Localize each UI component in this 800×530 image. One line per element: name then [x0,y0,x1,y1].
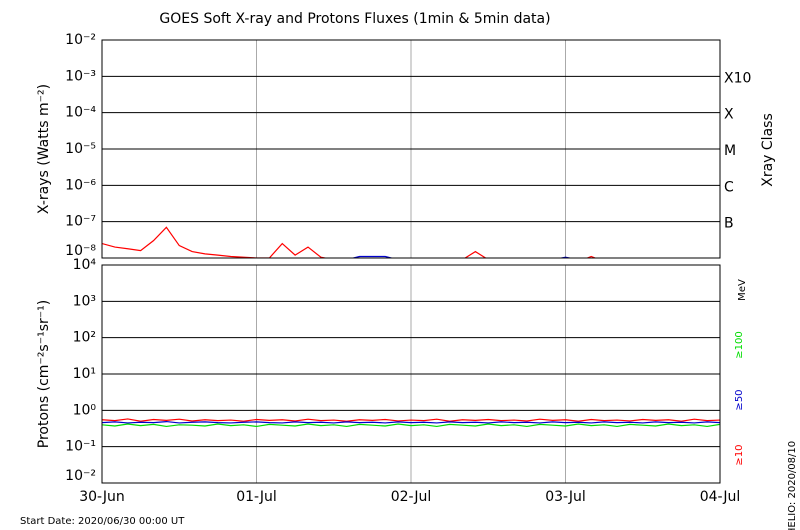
chart-title: GOES Soft X-ray and Protons Fluxes (1min… [159,11,550,27]
legend-label: ≥50 [734,389,745,410]
y-tick-label: 10⁰ [73,402,97,418]
y-tick-label: 10⁻⁷ [65,214,96,230]
unit-label: MeV [737,279,748,301]
y-tick-label: 10⁻⁶ [65,177,96,193]
y-tick-label: 10² [73,330,96,346]
y-tick-label: 10³ [73,293,96,309]
start-date: Start Date: 2020/06/30 00:00 UT [20,516,185,527]
y-axis-title: X-rays (Watts m⁻²) [36,84,52,214]
legend-label: ≥100 [734,331,745,358]
class-label: X10 [724,70,751,86]
class-label: M [724,143,736,159]
y-tick-label: 10¹ [73,366,96,382]
x-tick-label: 02-Jul [391,489,432,505]
series-group [102,418,720,428]
x-tick-label: 01-Jul [236,489,277,505]
series-line [102,420,720,424]
y-tick-label: 10⁻⁸ [65,243,96,259]
y-tick-label: 10⁻³ [65,68,96,84]
series-group [102,226,597,258]
y-axis-title: Protons (cm⁻²s⁻¹sr⁻¹) [36,300,52,449]
y-tick-label: 10⁻⁴ [65,105,96,121]
class-label: B [724,216,734,232]
plot-frame [101,39,721,259]
class-label: C [724,179,734,195]
y-tick-label: 10⁻² [65,32,96,48]
x-tick-label: 04-Jul [700,489,741,505]
y-tick-label: 10⁻¹ [65,439,96,455]
y2-axis-title: Xray Class [760,113,776,187]
series-line [102,423,720,428]
plot-frame [101,264,721,484]
x-tick-label: 30-Jun [79,489,125,505]
series-line [102,418,720,422]
class-label: X [724,107,734,123]
series-line [102,226,597,258]
credit: HELIO: 2020/08/10 [787,441,798,530]
y-tick-label: 10⁻² [65,468,96,484]
legend-label: ≥10 [734,444,745,465]
y-tick-label: 10⁴ [73,257,97,273]
x-tick-label: 03-Jul [545,489,586,505]
y-tick-label: 10⁻⁵ [65,141,96,157]
